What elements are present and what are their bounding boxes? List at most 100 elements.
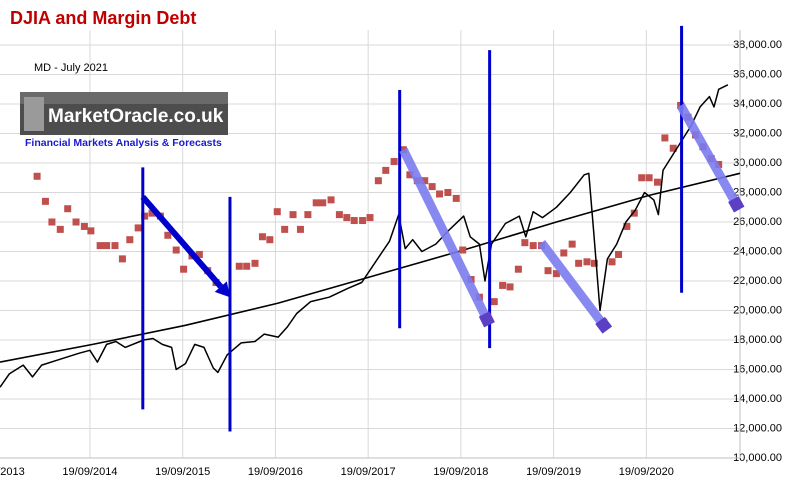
y-tick-label: 28,000.00 xyxy=(733,186,782,198)
scatter-point xyxy=(164,231,172,239)
scatter-point xyxy=(56,225,64,233)
y-tick-label: 10,000.00 xyxy=(733,452,782,464)
logo-figure xyxy=(24,97,44,131)
arrow-end xyxy=(595,316,613,334)
scatter-point xyxy=(661,134,669,142)
scatter-point xyxy=(452,194,460,202)
scatter-point xyxy=(490,298,498,306)
y-tick-label: 24,000.00 xyxy=(733,245,782,257)
scatter-point xyxy=(103,242,111,250)
y-tick-label: 36,000.00 xyxy=(733,68,782,80)
arrow-shaft xyxy=(140,194,224,289)
y-tick-label: 12,000.00 xyxy=(733,422,782,434)
scatter-point xyxy=(552,270,560,278)
scatter-point xyxy=(568,240,576,248)
scatter-point xyxy=(382,166,390,174)
scatter-point xyxy=(266,236,274,244)
scatter-point xyxy=(281,225,289,233)
scatter-point xyxy=(180,265,188,273)
arrow xyxy=(140,194,230,298)
scatter-point xyxy=(529,242,537,250)
scatter-point xyxy=(243,262,251,270)
scatter-point xyxy=(514,265,522,273)
scatter-point xyxy=(630,209,638,217)
arrow-end xyxy=(478,311,495,328)
scatter-point xyxy=(653,178,661,186)
scatter-point xyxy=(87,227,95,235)
x-tick-label: 19/09/2017 xyxy=(341,466,396,478)
y-tick-label: 20,000.00 xyxy=(733,304,782,316)
scatter-point xyxy=(148,209,156,217)
arrow-shaft xyxy=(537,239,608,328)
scatter-point xyxy=(195,250,203,258)
scatter-point xyxy=(335,211,343,219)
scatter-point xyxy=(289,211,297,219)
scatter-point xyxy=(506,283,514,291)
scatter-point xyxy=(48,218,56,226)
scatter-point xyxy=(80,222,88,230)
scatter-point xyxy=(560,249,568,257)
y-tick-label: 16,000.00 xyxy=(733,363,782,375)
plot-area: 10,000.00 12,000.00 14,000.00 16,000.00 18,0… xyxy=(0,25,782,478)
y-tick-label: 38,000.00 xyxy=(733,39,782,51)
scatter-point xyxy=(235,262,243,270)
arrow-head xyxy=(214,281,230,298)
logo-name: MarketOracle.co.uk xyxy=(48,106,224,127)
y-tick-label: 30,000.00 xyxy=(733,157,782,169)
x-tick-label: 19/09/2019 xyxy=(526,466,581,478)
scatter-point xyxy=(343,214,351,222)
scatter-point xyxy=(273,208,281,216)
scatter-point xyxy=(669,144,677,152)
arrow-end xyxy=(728,196,745,213)
scatter-point xyxy=(172,246,180,254)
scatter-point xyxy=(312,199,320,207)
scatter-point xyxy=(251,259,259,267)
chart-title: DJIA and Margin Debt xyxy=(10,8,196,28)
logo-tagline: Financial Markets Analysis & Forecasts xyxy=(25,137,222,149)
x-tick-label: 19/09/2016 xyxy=(248,466,303,478)
scatter-point xyxy=(258,233,266,241)
arrow xyxy=(676,103,745,213)
scatter-point xyxy=(421,177,429,185)
scatter-point xyxy=(638,174,646,182)
scatter-point xyxy=(544,267,552,275)
scatter-point xyxy=(350,217,358,225)
y-tick-label: 14,000.00 xyxy=(733,393,782,405)
scatter-point xyxy=(615,250,623,258)
scatter-point xyxy=(96,242,104,250)
x-tick-label: 19/09/2013 xyxy=(0,466,25,478)
scatter-point xyxy=(64,205,72,213)
scatter-point xyxy=(33,172,41,180)
scatter-point xyxy=(319,199,327,207)
scatter-point xyxy=(390,158,398,166)
arrow xyxy=(537,239,613,334)
x-tick-label: 19/09/2014 xyxy=(62,466,117,478)
scatter-point xyxy=(118,255,126,263)
arrow xyxy=(399,147,495,328)
chart-subtitle: MD - July 2021 xyxy=(34,62,108,74)
scatter-point xyxy=(126,236,134,244)
scatter-point xyxy=(459,246,467,254)
y-tick-label: 18,000.00 xyxy=(733,334,782,346)
scatter-point xyxy=(623,222,631,230)
y-tick-label: 22,000.00 xyxy=(733,275,782,287)
scatter-point xyxy=(359,217,367,225)
scatter-point xyxy=(645,174,653,182)
logo: MarketOracle.co.uk Financial Markets Ana… xyxy=(20,92,228,149)
scatter-point xyxy=(304,211,312,219)
x-tick-label: 19/09/2015 xyxy=(155,466,210,478)
scatter-point xyxy=(296,225,304,233)
scatter-point xyxy=(575,259,583,267)
scatter-point xyxy=(521,239,529,247)
line-series xyxy=(0,172,741,363)
y-tick-label: 32,000.00 xyxy=(733,127,782,139)
scatter-point xyxy=(583,258,591,266)
scatter-point xyxy=(366,214,374,222)
scatter-point xyxy=(374,177,382,185)
scatter-point xyxy=(41,197,49,205)
y-tick-label: 34,000.00 xyxy=(733,98,782,110)
arrow-shaft xyxy=(399,147,491,322)
scatter-point xyxy=(141,212,149,220)
x-tick-label: 19/09/2020 xyxy=(619,466,674,478)
